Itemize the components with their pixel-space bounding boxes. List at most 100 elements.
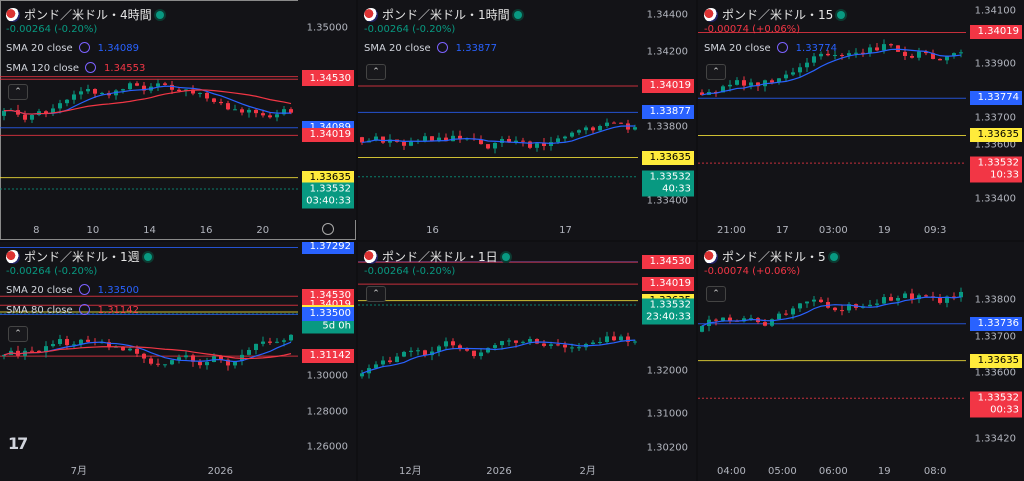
visibility-icon[interactable] (78, 284, 90, 295)
indicator-legend[interactable]: SMA 20 close 1.33500 (6, 284, 139, 296)
candle-body (247, 349, 251, 355)
market-status-icon (155, 10, 164, 19)
candle-body (714, 91, 718, 93)
candle-body (30, 350, 34, 352)
price-axis[interactable]: 1.34100 1.33900 1.33700 1.33600 1.33400 1.340… (966, 0, 1024, 220)
price-tag: 1.34019 (302, 128, 354, 143)
candle-body (416, 350, 420, 352)
time-tick-label: 2026 (207, 466, 234, 477)
candle-body (556, 344, 560, 346)
candle-body (135, 83, 139, 86)
visibility-icon[interactable] (78, 42, 90, 53)
chart-pane-p6[interactable]: ポンド／米ドル・5-0.00074 (+0.06%)⌃USD1.338001.3… (698, 242, 1024, 481)
candle-body (72, 344, 76, 346)
time-tick-label: 04:00 (717, 466, 746, 477)
price-plot[interactable] (698, 242, 966, 461)
candle-body (542, 143, 546, 146)
candle-body (952, 53, 956, 57)
candle-body (903, 51, 907, 56)
candle-body (612, 122, 616, 124)
price-axis[interactable]: 1.350001.345531.345301.340891.340191.336… (298, 0, 356, 220)
candle-body (633, 127, 637, 130)
candle-body (184, 355, 188, 358)
candle-body (128, 83, 132, 90)
time-tick-label: 2026 (486, 466, 512, 477)
indicator-legend[interactable]: SMA 20 close 1.34089 (6, 42, 139, 54)
price-tag: 1.34530 (302, 72, 354, 87)
market-status-icon (837, 10, 846, 19)
candle-body (121, 346, 125, 351)
candle-body (479, 139, 483, 145)
candle-body (493, 142, 497, 149)
countdown-label: 03:40:33 (306, 195, 351, 207)
time-tick-label: 7月 (70, 466, 87, 477)
flag-icon (704, 249, 718, 264)
indicator-legend[interactable]: SMA 120 close 1.34553 (6, 62, 145, 74)
countdown-label: 40:33 (662, 183, 691, 195)
price-plot[interactable] (0, 242, 298, 461)
settings-icon[interactable] (322, 223, 334, 235)
price-tick-label: 1.30000 (306, 370, 348, 382)
price-plot[interactable] (358, 242, 638, 461)
chart-pane-p5[interactable]: ポンド／米ドル・1日-0.00264 (-0.20%)⌃USD1.320001.… (358, 242, 696, 481)
symbol-title[interactable]: ポンド／米ドル・15 (722, 8, 834, 22)
visibility-icon[interactable] (776, 42, 788, 53)
candle-body (570, 347, 574, 349)
symbol-title[interactable]: ポンド／米ドル・1時間 (382, 8, 510, 22)
candle-body (142, 353, 146, 359)
visibility-icon[interactable] (436, 42, 448, 53)
collapse-legend-button[interactable]: ⌃ (366, 286, 386, 302)
price-axis[interactable]: 1.300001.280001.260001.372921.345301.340… (298, 242, 356, 461)
price-axis[interactable]: 1.34400 1.34200 1.33800 1.33400 1.34019 1.338… (638, 0, 696, 220)
candle-body (889, 44, 893, 46)
candle-body (163, 364, 167, 366)
candle-body (910, 55, 914, 58)
price-axis[interactable]: 1.33800 1.33700 1.33600 1.33420 1.33736 1.336… (966, 242, 1024, 461)
indicator-value: 1.31142 (97, 305, 140, 316)
price-change: -0.00074 (+0.06%) (704, 266, 801, 277)
candle-body (402, 351, 406, 357)
symbol-title[interactable]: ポンド／米ドル・1週 (24, 250, 140, 264)
visibility-icon[interactable] (85, 62, 97, 73)
candle-body (875, 303, 879, 305)
collapse-legend-button[interactable]: ⌃ (8, 84, 28, 100)
indicator-legend[interactable]: SMA 80 close 1.31142 (6, 304, 139, 316)
collapse-legend-button[interactable]: ⌃ (366, 64, 386, 80)
price-plot[interactable] (698, 0, 966, 220)
symbol-title[interactable]: ポンド／米ドル・5 (722, 250, 826, 264)
collapse-legend-button[interactable]: ⌃ (706, 286, 726, 302)
time-tick-label: 16 (426, 225, 439, 236)
candle-body (268, 341, 272, 343)
candle-body (374, 136, 378, 141)
chart-pane-p3[interactable]: ポンド／米ドル・15 -0.00074 (+0.06%) SMA 20 close 1… (698, 0, 1024, 240)
candle-body (121, 89, 125, 91)
indicator-legend[interactable]: SMA 20 close 1.33774 (704, 42, 837, 54)
chart-pane-p2[interactable]: ポンド／米ドル・1時間 -0.00264 (-0.20%) SMA 20 close… (358, 0, 696, 240)
candle-body (959, 52, 963, 54)
symbol-title[interactable]: ポンド／米ドル・4時間 (24, 8, 152, 22)
countdown-label: 00:33 (990, 404, 1019, 416)
price-axis[interactable]: 1.320001.310001.302001.345361.345301.340… (638, 242, 696, 461)
chart-pane-p1[interactable]: ポンド／米ドル・4時間 -0.00264 (-0.20%) SMA 20 close… (0, 0, 356, 240)
candle-body (444, 341, 448, 347)
collapse-legend-button[interactable]: ⌃ (8, 326, 28, 342)
price-change: -0.00264 (-0.20%) (364, 24, 456, 35)
visibility-icon[interactable] (78, 304, 90, 315)
candle-body (275, 341, 279, 343)
flag-icon (6, 7, 20, 22)
time-tick-label: 09:3 (923, 225, 947, 236)
symbol-title[interactable]: ポンド／米ドル・1日 (382, 250, 498, 264)
collapse-legend-button[interactable]: ⌃ (706, 64, 726, 80)
candle-body (700, 92, 704, 95)
price-plot[interactable] (358, 0, 638, 220)
candle-body (163, 83, 167, 85)
indicator-label: SMA 20 close (704, 43, 771, 54)
candle-body (514, 140, 518, 143)
candle-body (388, 139, 392, 143)
indicator-legend[interactable]: SMA 20 close 1.33877 (364, 42, 497, 54)
chart-pane-p4[interactable]: ポンド／米ドル・1週 -0.00264 (-0.20%) SMA 20 close 1… (0, 242, 356, 481)
candle-body (791, 308, 795, 315)
price-plot[interactable] (0, 0, 298, 220)
candle-body (528, 141, 532, 148)
candle-body (728, 84, 732, 87)
